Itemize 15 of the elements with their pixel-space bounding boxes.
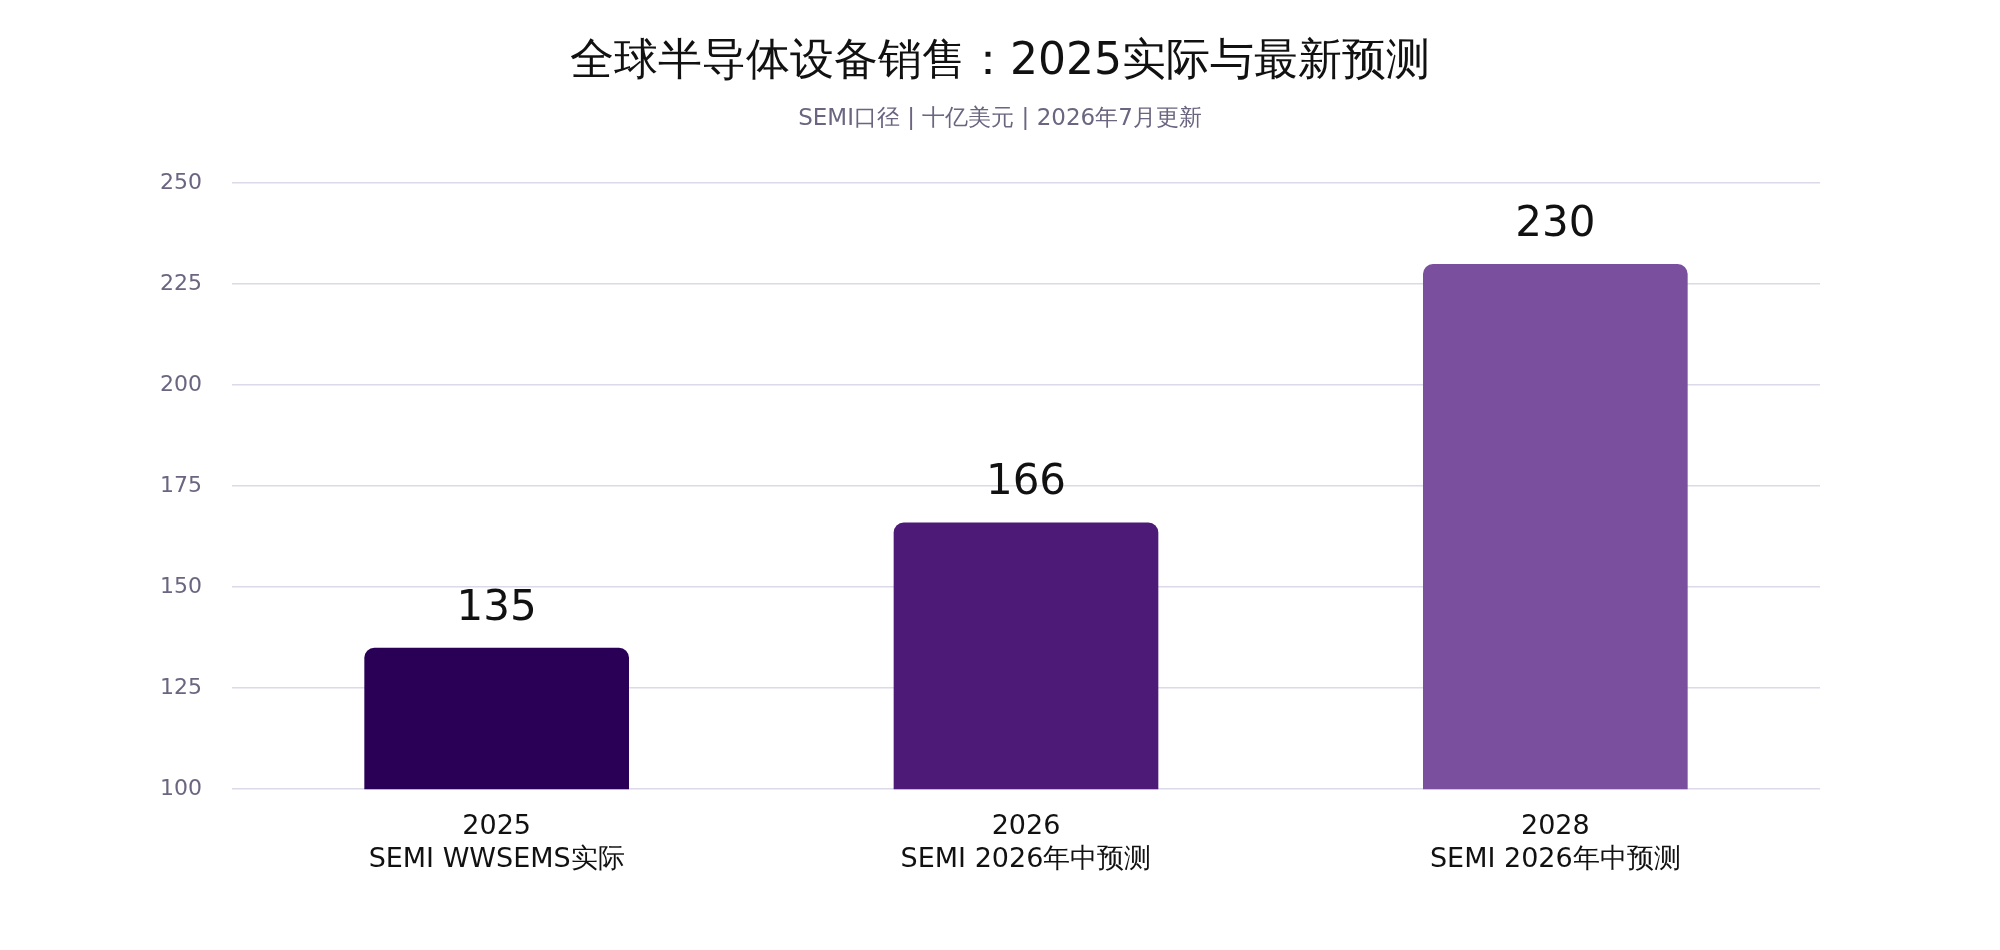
y-tick-label: 100 [159,774,202,800]
x-tick-label: 2028 SEMI 2026年中预测 [1429,809,1681,873]
y-tick-label: 250 [159,168,202,194]
data-label: 166 [985,455,1067,505]
x-tick-label: 2026 SEMI 2026年中预测 [900,809,1152,873]
y-tick-label: 125 [159,673,202,699]
x-tick-label: 2025 SEMI WWSEMS实际 [368,809,625,873]
y-tick-label: 225 [159,269,202,295]
chart-subtitle: SEMI口径 | 十亿美元 | 2026年7月更新 [797,103,1203,132]
y-tick-label: 200 [159,370,202,396]
data-label: 135 [456,580,537,630]
chart-title: 全球半导体设备销售：2025实际与最新预测 [569,32,1431,86]
data-label: 230 [1515,196,1596,246]
y-tick-label: 175 [159,471,202,497]
y-tick-label: 150 [159,572,202,598]
